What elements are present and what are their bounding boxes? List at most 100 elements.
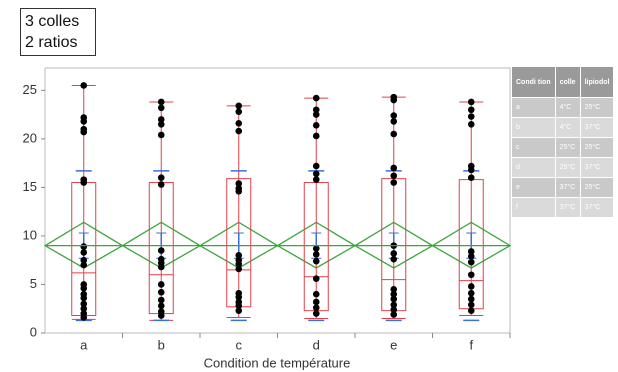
data-point	[312, 251, 320, 258]
table-cell: 37°C	[554, 177, 581, 198]
data-point	[312, 245, 320, 252]
data-point	[80, 128, 88, 136]
table-cell: a	[511, 97, 556, 118]
condition-table: Condi tion colle lipiodol a 4°C 25°C b 4°C 37°C c…	[511, 66, 615, 218]
data-point	[80, 256, 88, 264]
data-point	[235, 260, 243, 268]
table-cell: 25°C	[554, 137, 581, 158]
data-point	[312, 121, 320, 129]
table-cell: 37°C	[579, 117, 615, 138]
x-tick-label: b	[158, 337, 165, 352]
data-point	[235, 307, 243, 314]
table-cell: 4°C	[554, 117, 581, 138]
table-cell: e	[511, 177, 556, 198]
table-cell: 4°C	[554, 97, 581, 118]
table-cell: lipiodol	[579, 66, 615, 98]
data-point	[390, 286, 398, 293]
data-point	[80, 300, 88, 308]
plot-frame	[44, 67, 511, 334]
data-point	[390, 179, 398, 186]
data-point	[467, 301, 475, 309]
y-tick-label: 5	[30, 276, 37, 291]
x-tick-label: d	[313, 337, 320, 352]
data-point	[157, 312, 165, 319]
data-point	[157, 121, 165, 128]
data-point	[80, 82, 88, 89]
data-point	[312, 132, 320, 140]
data-point	[312, 106, 320, 114]
data-point	[312, 176, 320, 183]
x-tick-label: f	[469, 337, 473, 352]
data-point	[235, 187, 243, 195]
data-point	[157, 174, 165, 181]
table-cell: Condi tion	[511, 66, 556, 98]
data-point	[467, 253, 475, 260]
data-point	[157, 247, 165, 254]
data-point	[390, 172, 398, 180]
y-tick-label: 0	[30, 324, 37, 339]
data-point	[157, 263, 165, 271]
data-point	[467, 271, 475, 279]
x-tick-label: c	[236, 337, 243, 352]
y-tick-label: 15	[23, 179, 37, 194]
table-row: c 25°C 25°C	[511, 137, 615, 158]
table-row: d 25°C 37°C	[511, 157, 615, 178]
note-box: 3 colles 2 ratios	[20, 8, 96, 56]
data-point	[157, 116, 165, 123]
data-point	[312, 94, 320, 102]
y-tick-label: 25	[23, 82, 37, 97]
data-point	[467, 113, 475, 120]
data-point	[312, 111, 320, 118]
data-point	[80, 243, 88, 250]
note-line: 3 colles	[25, 13, 80, 30]
data-point	[467, 289, 475, 297]
data-point	[235, 302, 243, 310]
data-point	[390, 164, 398, 172]
table-row: f 37°C 37°C	[511, 197, 615, 218]
data-point	[467, 307, 475, 314]
table-cell: 37°C	[554, 197, 581, 218]
data-point	[390, 118, 398, 125]
data-point	[467, 174, 475, 181]
data-point	[390, 295, 398, 303]
table-cell: b	[511, 117, 556, 138]
data-point	[467, 283, 475, 290]
note-line: 2 ratios	[25, 34, 78, 51]
data-point	[157, 104, 165, 112]
y-tick-label: 20	[23, 130, 37, 145]
y-tick-label: 10	[23, 227, 37, 242]
table-cell: f	[511, 197, 556, 218]
table-row: e 37°C 25°C	[511, 177, 615, 198]
data-point	[312, 304, 320, 312]
table-cell: d	[511, 157, 556, 178]
table-row: b 4°C 37°C	[511, 117, 615, 138]
data-point	[235, 127, 243, 135]
table-row: a 4°C 25°C	[511, 97, 615, 118]
table-cell: 37°C	[579, 197, 615, 218]
data-point	[390, 290, 398, 298]
data-point	[390, 250, 398, 257]
table-cell: 25°C	[579, 97, 615, 118]
data-point	[312, 275, 320, 282]
data-point	[157, 281, 165, 288]
data-point	[312, 310, 320, 317]
data-point	[80, 261, 88, 269]
data-point	[390, 112, 398, 119]
data-point	[235, 102, 243, 110]
data-point	[80, 314, 88, 321]
data-point	[390, 96, 398, 104]
data-point	[80, 118, 88, 125]
data-point	[235, 252, 243, 259]
data-point	[467, 295, 475, 303]
data-point	[235, 293, 243, 301]
data-point	[312, 290, 320, 298]
data-point	[157, 181, 165, 188]
data-point	[467, 121, 475, 128]
data-point	[157, 296, 165, 304]
data-point	[312, 162, 320, 170]
data-point	[235, 180, 243, 187]
data-point	[235, 120, 243, 127]
data-point	[157, 131, 165, 139]
